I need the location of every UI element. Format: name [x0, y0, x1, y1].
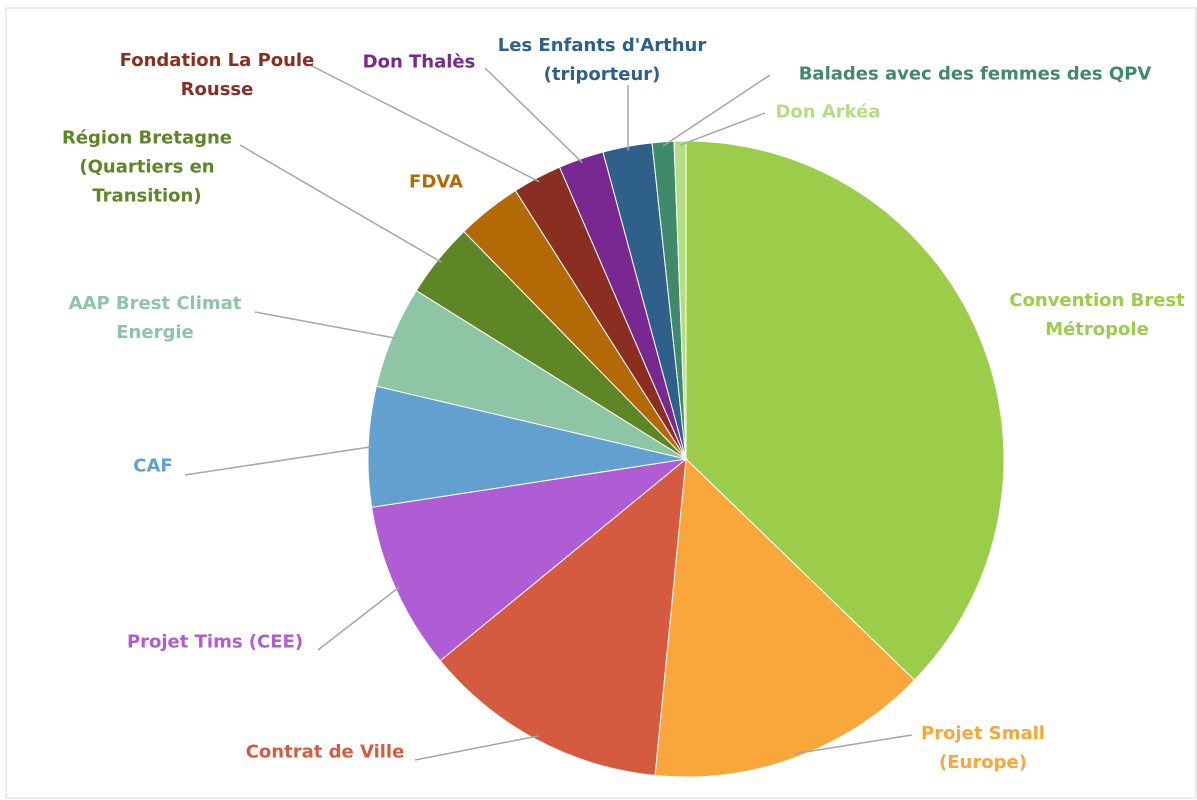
leader-line — [309, 64, 540, 183]
slice-label: CAF — [133, 455, 173, 477]
pie-slice — [654, 457, 916, 778]
pie-slice — [439, 457, 687, 777]
leader-line — [679, 112, 766, 146]
pie-slice — [673, 140, 687, 460]
slice-label: Projet Tims (CEE) — [126, 631, 304, 653]
slice-label: Fondation La Poule Rousse — [119, 50, 315, 100]
slice-label: Projet Small (Europe) — [921, 723, 1045, 773]
leader-line — [414, 735, 539, 761]
leader-line — [794, 734, 913, 755]
slice-label: AAP Brest Climat Energie — [68, 293, 242, 343]
pie-slice — [371, 458, 688, 662]
slice-label: Convention Brest Métropole — [1009, 290, 1185, 340]
leader-line — [239, 144, 442, 263]
leader-line — [484, 67, 583, 164]
slice-label: FDVA — [409, 171, 463, 193]
leader-line — [254, 311, 397, 340]
slice-label: Don Thalès — [362, 51, 476, 73]
slice-label: Balades avec des femmes des QPV — [798, 63, 1152, 85]
slice-label: Région Bretagne (Quartiers en Transition… — [61, 127, 233, 207]
slice-label: Contrat de Ville — [245, 741, 405, 763]
slice-label: Don Arkéa — [775, 101, 881, 123]
pie-slice — [685, 140, 1005, 681]
leader-line — [317, 586, 400, 651]
leader-line — [184, 445, 373, 476]
frame — [5, 7, 1197, 799]
leader-line — [662, 74, 771, 147]
slice-label: Les Enfants d'Arthur (triporteur) — [497, 35, 707, 85]
